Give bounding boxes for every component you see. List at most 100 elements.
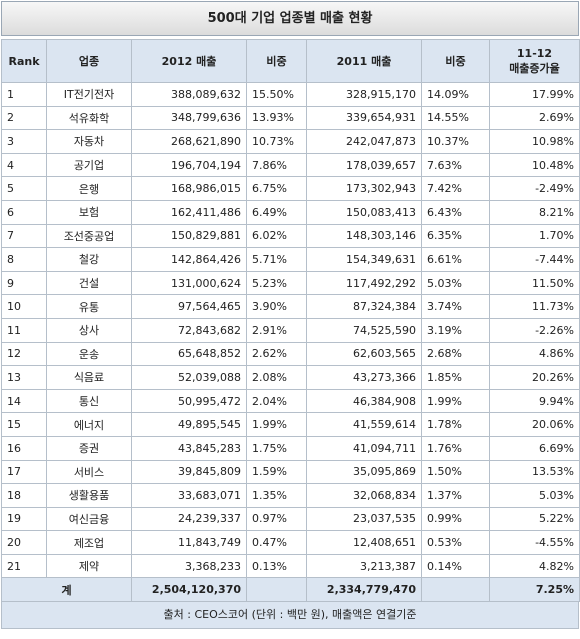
table-row: 2 석유화학 348,799,636 13.93% 339,654,931 14.55% 2…: [1, 105, 580, 131]
sales-2012-cell: 268,621,890: [131, 129, 247, 154]
growth-cell: -4.55%: [489, 530, 580, 555]
share-2011-cell: 6.43%: [421, 199, 490, 225]
header-line: 매출증가율: [509, 62, 560, 75]
sales-2011-cell: 3,213,387: [306, 553, 422, 579]
industry-cell: 건설: [46, 270, 132, 296]
header-cell: 2012 매출: [131, 39, 247, 83]
growth-cell: 13.53%: [489, 459, 580, 485]
industry-cell: 통신: [46, 388, 132, 414]
table-row: 14 통신 50,995,472 2.04% 46,384,908 1.99% 9.94%: [1, 388, 580, 414]
sales-2011-cell: 178,039,657: [306, 152, 422, 178]
table-row: 21 제약 3,368,233 0.13% 3,213,387 0.14% 4.82%: [1, 553, 580, 579]
growth-cell: 5.22%: [489, 506, 580, 532]
rank-cell: 8: [1, 247, 47, 272]
table-row: 6 보험 162,411,486 6.49% 150,083,413 6.43% 8.21%: [1, 199, 580, 225]
sales-2012-cell: 52,039,088: [131, 365, 247, 390]
growth-cell: 17.99%: [489, 82, 580, 107]
growth-cell: 4.86%: [489, 341, 580, 367]
growth-cell: 20.06%: [489, 412, 580, 437]
share-2012-cell: 5.23%: [246, 270, 307, 296]
header-cell: 비중: [421, 39, 490, 83]
table-row: 10 유통 97,564,465 3.90% 87,324,384 3.74% 11.73%: [1, 294, 580, 319]
sales-2012-cell: 65,648,852: [131, 341, 247, 367]
sales-2012-cell: 49,895,545: [131, 412, 247, 437]
sales-2011-cell: 62,603,565: [306, 341, 422, 367]
growth-cell: 10.48%: [489, 152, 580, 178]
table-row: 9 건설 131,000,624 5.23% 117,492,292 5.03% 11.50…: [1, 270, 580, 296]
header-cell: 11-12 매출증가율: [489, 39, 580, 83]
growth-cell: 11.73%: [489, 294, 580, 319]
rank-cell: 1: [1, 82, 47, 107]
share-2011-cell: 3.74%: [421, 294, 490, 319]
sales-2011-cell: 150,083,413: [306, 199, 422, 225]
share-2012-cell: 1.75%: [246, 435, 307, 461]
industry-cell: 철강: [46, 247, 132, 272]
industry-cell: 석유화학: [46, 105, 132, 131]
growth-cell: 11.50%: [489, 270, 580, 296]
growth-cell: 1.70%: [489, 223, 580, 249]
sales-2011-cell: 23,037,535: [306, 506, 422, 532]
total-2012: 2,504,120,370: [131, 577, 247, 603]
sales-2012-cell: 348,799,636: [131, 105, 247, 131]
industry-cell: 제약: [46, 553, 132, 579]
share-2011-cell: 1.76%: [421, 435, 490, 461]
sales-2012-cell: 97,564,465: [131, 294, 247, 319]
rank-cell: 12: [1, 341, 47, 367]
industry-cell: 자동차: [46, 129, 132, 154]
sales-2012-cell: 39,845,809: [131, 459, 247, 485]
share-2012-cell: 3.90%: [246, 294, 307, 319]
sales-2012-cell: 50,995,472: [131, 388, 247, 414]
share-2012-cell: 0.47%: [246, 530, 307, 555]
share-2011-cell: 1.37%: [421, 483, 490, 508]
rank-cell: 5: [1, 176, 47, 201]
share-2011-cell: 0.53%: [421, 530, 490, 555]
sales-2012-cell: 150,829,881: [131, 223, 247, 249]
industry-cell: 공기업: [46, 152, 132, 178]
share-2012-cell: 2.04%: [246, 388, 307, 414]
rank-cell: 20: [1, 530, 47, 555]
sales-2011-cell: 148,303,146: [306, 223, 422, 249]
industry-cell: 조선중공업: [46, 223, 132, 249]
share-2012-cell: 10.73%: [246, 129, 307, 154]
table-row: 13 식음료 52,039,088 2.08% 43,273,366 1.85% 20.26…: [1, 365, 580, 390]
table-row: 17 서비스 39,845,809 1.59% 35,095,869 1.50% 13.53…: [1, 459, 580, 485]
share-2012-cell: 0.97%: [246, 506, 307, 532]
share-2012-cell: 2.62%: [246, 341, 307, 367]
rank-cell: 15: [1, 412, 47, 437]
sales-2012-cell: 142,864,426: [131, 247, 247, 272]
sales-2011-cell: 12,408,651: [306, 530, 422, 555]
sales-2011-cell: 328,915,170: [306, 82, 422, 107]
share-2011-cell: 7.63%: [421, 152, 490, 178]
share-2011-cell: 3.19%: [421, 317, 490, 343]
table-row: 8 철강 142,864,426 5.71% 154,349,631 6.61% -7.44…: [1, 247, 580, 272]
sales-2011-cell: 43,273,366: [306, 365, 422, 390]
table-row: 4 공기업 196,704,194 7.86% 178,039,657 7.63% 10.4…: [1, 152, 580, 178]
growth-cell: 20.26%: [489, 365, 580, 390]
share-2011-cell: 1.85%: [421, 365, 490, 390]
share-2012-cell: 13.93%: [246, 105, 307, 131]
header-cell: 2011 매출: [306, 39, 422, 83]
sales-2012-cell: 168,986,015: [131, 176, 247, 201]
industry-cell: 생활용품: [46, 483, 132, 508]
share-2012-cell: 6.02%: [246, 223, 307, 249]
share-2012-cell: 1.99%: [246, 412, 307, 437]
rank-cell: 3: [1, 129, 47, 154]
source-note: 출처 : CEO스코어 (단위 : 백만 원), 매출액은 연결기준: [1, 602, 579, 630]
share-2011-cell: 14.55%: [421, 105, 490, 131]
table-row: 3 자동차 268,621,890 10.73% 242,047,873 10.37% 10…: [1, 129, 580, 154]
growth-cell: 5.03%: [489, 483, 580, 508]
sales-2011-cell: 339,654,931: [306, 105, 422, 131]
share-2012-cell: 7.86%: [246, 152, 307, 178]
share-2011-cell: 7.42%: [421, 176, 490, 201]
rank-cell: 16: [1, 435, 47, 461]
rank-cell: 4: [1, 152, 47, 178]
table-row: 20 제조업 11,843,749 0.47% 12,408,651 0.53% -4.55…: [1, 530, 580, 555]
growth-cell: -7.44%: [489, 247, 580, 272]
share-2011-cell: 14.09%: [421, 82, 490, 107]
growth-cell: 10.98%: [489, 129, 580, 154]
table-row: 1 IT전기전자 388,089,632 15.50% 328,915,170 14.09…: [1, 82, 580, 107]
share-2012-cell: 5.71%: [246, 247, 307, 272]
table-row: 19 여신금융 24,239,337 0.97% 23,037,535 0.99% 5.22…: [1, 506, 580, 532]
